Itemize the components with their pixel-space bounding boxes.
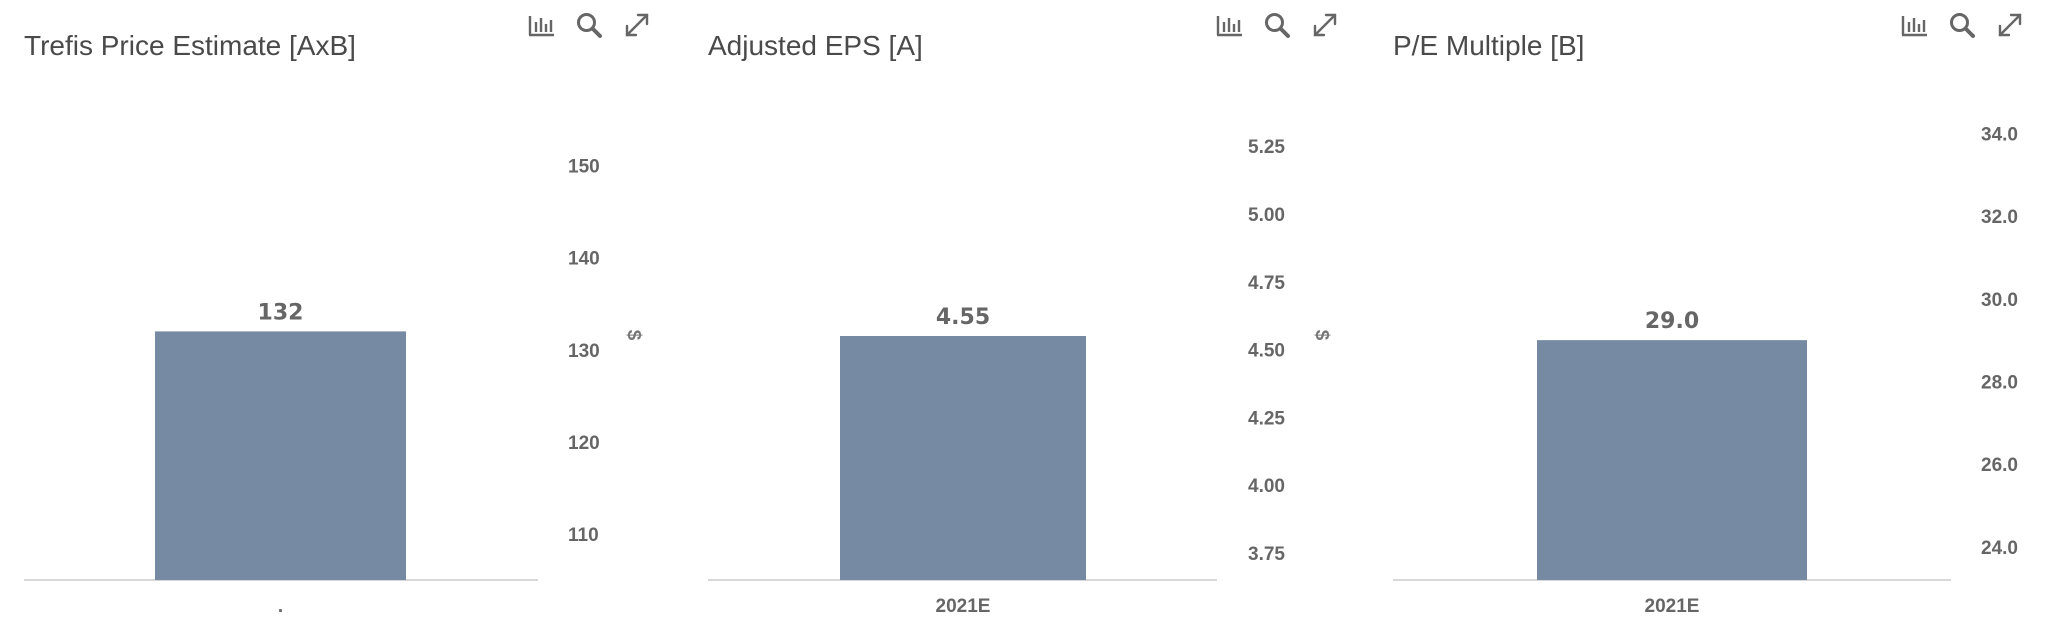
- y-tick-label: 4.00: [1248, 476, 1285, 497]
- chart-plot: 110 120 130 140 150 132. $: [24, 157, 644, 617]
- y-axis-label: $: [1311, 330, 1332, 341]
- bar: [155, 331, 406, 580]
- chart-title: Adjusted EPS [A]: [708, 30, 923, 61]
- y-tick-label: 5.25: [1248, 137, 1285, 158]
- expand-icon[interactable]: [1308, 8, 1342, 42]
- search-icon[interactable]: [1260, 8, 1294, 42]
- chart-panel-pe-multiple: P/E Multiple [B] 24.0 26.0 28.0 30.0 32.0 34.…: [1369, 0, 2048, 638]
- bar-chart-icon[interactable]: [524, 8, 558, 42]
- chart-panel-price-estimate: Trefis Price Estimate [AxB] 110 120 130 140…: [0, 0, 680, 638]
- search-icon[interactable]: [572, 8, 606, 42]
- y-tick-label: 150: [568, 157, 600, 178]
- chart-toolbar: [524, 8, 654, 42]
- bar: [840, 336, 1086, 580]
- y-tick-label: 5.00: [1248, 205, 1285, 226]
- y-tick-label: 24.0: [1981, 538, 2018, 559]
- y-tick-label: 130: [568, 341, 600, 362]
- y-tick-label: 4.75: [1248, 273, 1285, 294]
- x-tick-label: 2021E: [936, 596, 991, 617]
- y-tick-label: 140: [568, 249, 600, 270]
- data-label: 4.55: [936, 305, 990, 330]
- y-tick-label: 4.50: [1248, 341, 1285, 362]
- chart-toolbar: [1897, 8, 2027, 42]
- y-tick-label: 3.75: [1248, 544, 1285, 565]
- chart-panel-adjusted-eps: Adjusted EPS [A] 3.75 4.00 4.25 4.50 4.75 5.0…: [684, 0, 1364, 638]
- bar-chart-icon[interactable]: [1897, 8, 1931, 42]
- y-tick-label: 4.25: [1248, 408, 1285, 429]
- y-tick-label: 34.0: [1981, 124, 2018, 145]
- expand-icon[interactable]: [1993, 8, 2027, 42]
- y-tick-label: 30.0: [1981, 290, 2018, 311]
- bar-chart-icon[interactable]: [1212, 8, 1246, 42]
- chart-title: Trefis Price Estimate [AxB]: [24, 30, 356, 61]
- chart-toolbar: [1212, 8, 1342, 42]
- data-label: 29.0: [1645, 309, 1699, 334]
- y-tick-label: 110: [568, 525, 599, 546]
- x-tick-label: 2021E: [1645, 596, 1700, 617]
- expand-icon[interactable]: [620, 8, 654, 42]
- y-axis-label: $: [623, 330, 644, 341]
- y-tick-label: 26.0: [1981, 455, 2018, 476]
- y-tick-label: 120: [568, 433, 600, 454]
- chart-title: P/E Multiple [B]: [1393, 30, 1585, 61]
- x-tick-label: .: [278, 596, 283, 617]
- search-icon[interactable]: [1945, 8, 1979, 42]
- data-label: 132: [258, 300, 304, 325]
- bar: [1537, 340, 1807, 580]
- y-tick-label: 32.0: [1981, 207, 2018, 228]
- chart-plot: 24.0 26.0 28.0 30.0 32.0 34.0 29.0 2021E: [1393, 124, 2018, 617]
- y-tick-label: 28.0: [1981, 372, 2018, 393]
- chart-plot: 3.75 4.00 4.25 4.50 4.75 5.00 5.25 4.55 2021E $: [708, 137, 1332, 617]
